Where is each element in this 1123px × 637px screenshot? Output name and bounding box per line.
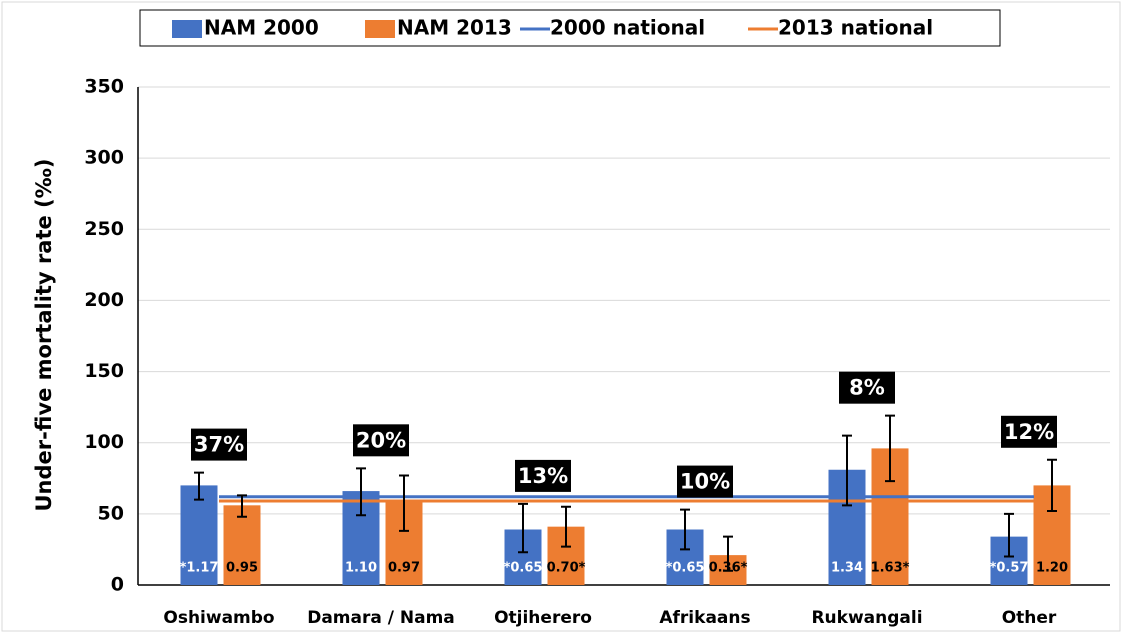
group-label-box [191,428,247,461]
group-label-box [353,424,409,457]
group-label-box [515,459,571,492]
y-tick-label: 0 [111,574,124,596]
legend-swatch [172,20,202,38]
bar [223,505,261,585]
bar-label: 0.70* [547,561,586,576]
y-tick-label: 100 [84,431,124,453]
error-bar [399,474,409,532]
group-label: 20% [356,428,406,452]
error-bar [723,535,733,572]
error-bar [1004,512,1014,558]
group-label: 13% [518,464,568,488]
group-label-box [677,465,733,498]
bar-label: 1.20 [1036,561,1068,576]
group-label: 8% [849,376,885,400]
error-bar [194,471,204,501]
bar-label: 1.10 [345,561,377,576]
legend-swatch [365,20,395,38]
x-tick-label: Damara / Nama [307,608,455,628]
x-tick-label: Otjiherero [494,608,592,628]
y-tick-label: 200 [84,289,124,311]
group-label-box [1001,415,1057,448]
legend-label: NAM 2000 [204,16,319,40]
error-bar [237,494,247,518]
bar-label: 0.95 [226,561,258,576]
bar-label: *0.65 [504,561,543,576]
error-bar [561,505,571,548]
legend-box [139,9,1001,47]
y-tick-label: 150 [84,360,124,382]
y-tick-label: 300 [84,147,124,169]
bar-label: 1.63* [871,561,910,576]
error-bar [842,434,852,507]
group-label: 37% [194,433,244,457]
y-tick-label: 350 [84,76,124,98]
x-tick-label: Rukwangali [811,608,922,628]
legend-label: NAM 2013 [397,16,512,40]
x-tick-label: Oshiwambo [163,608,274,628]
bar-label: 0.97 [388,561,420,576]
error-bar [885,414,895,483]
bar-label: *1.17 [180,561,219,576]
y-axis-title: Under-five mortality rate (‰) [32,158,56,511]
bar-label: *0.57 [990,561,1029,576]
error-bar [518,502,528,554]
legend-label: 2013 national [778,16,933,40]
x-tick-label: Other [1002,608,1057,628]
bar-label: *0.65 [666,561,705,576]
error-bar [680,508,690,551]
bar-label: 0.36* [709,561,748,576]
group-label: 10% [680,470,730,494]
group-label-box [839,371,895,404]
group-label: 12% [1004,420,1054,444]
x-tick-label: Afrikaans [659,608,750,628]
bar-label: 1.34 [831,561,863,576]
error-bar [1047,458,1057,513]
bar [180,485,218,585]
y-tick-label: 50 [98,502,124,524]
error-bar [356,467,366,517]
legend-label: 2000 national [550,16,705,40]
y-tick-label: 250 [84,218,124,240]
